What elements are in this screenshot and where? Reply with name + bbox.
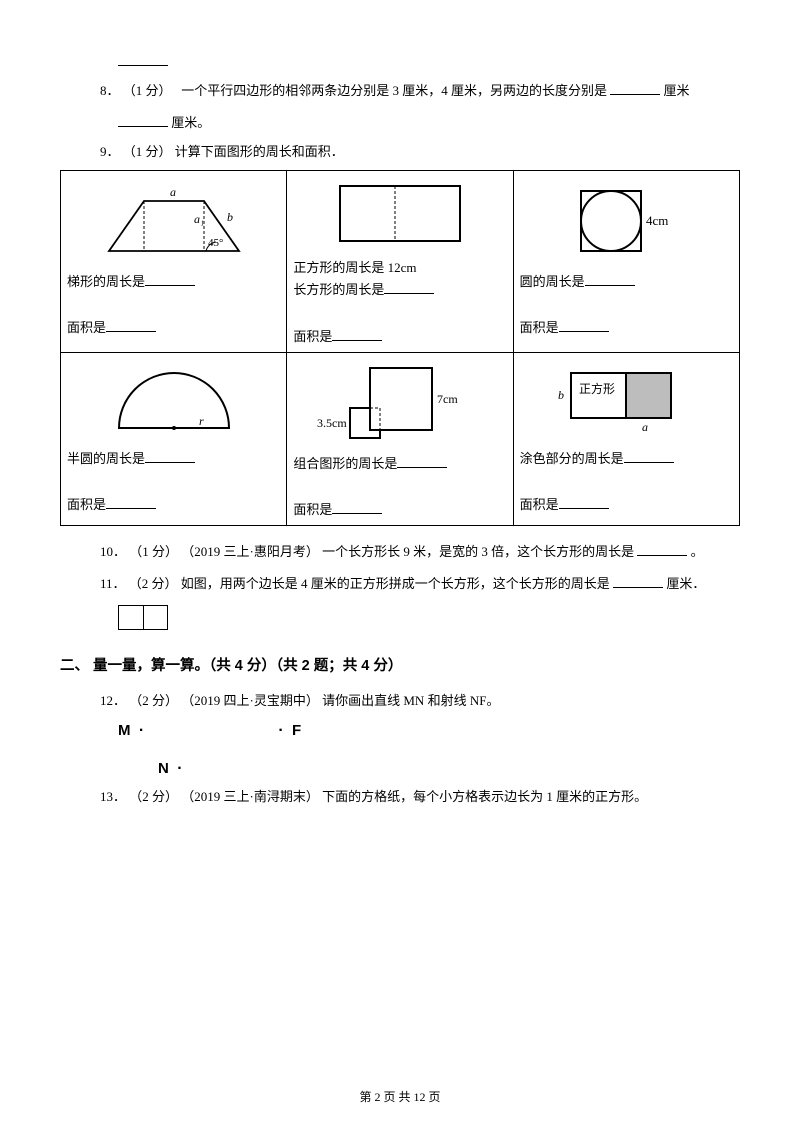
svg-text:a: a — [642, 420, 648, 434]
q10-src: （2019 三上·惠阳月考） — [181, 544, 319, 559]
r2c3-l2: 面积是 — [520, 497, 559, 512]
r1c1-l2: 面积是 — [67, 320, 106, 335]
svg-text:r: r — [199, 414, 204, 428]
section2-title: 二、 量一量，算一算。（共 4 分）（共 2 题；共 4 分） — [60, 651, 740, 683]
blank[interactable] — [585, 273, 635, 286]
blank[interactable] — [624, 450, 674, 463]
trapezoid-figure: a a₁ b 45° — [67, 181, 280, 261]
q9: 9． （1 分） 计算下面图形的周长和面积． — [60, 138, 740, 167]
cell-rect: 正方形的周长是 12cm 长方形的周长是 面积是 — [287, 171, 513, 352]
combo-figure: 3.5cm 7cm — [293, 363, 506, 443]
r1c3-l2: 面积是 — [520, 320, 559, 335]
cell-semicircle: r 半圆的周长是 面积是 — [61, 352, 287, 525]
svg-text:b: b — [558, 388, 564, 402]
blank[interactable] — [559, 496, 609, 509]
q12: 12． （2 分） （2019 四上·灵宝期中） 请你画出直线 MN 和射线 N… — [60, 687, 740, 716]
q12-points-n: N · — [118, 747, 740, 777]
r2c2-l1: 组合图形的周长是 — [293, 456, 397, 471]
q8-cont: 厘米。 — [60, 109, 740, 138]
q9-text: 计算下面图形的周长和面积． — [175, 144, 344, 159]
q13-num: 13． — [100, 789, 126, 804]
page-footer: 第 2 页 共 12 页 — [0, 1084, 800, 1110]
r2c3-l1: 涂色部分的周长是 — [520, 451, 624, 466]
q11-figure — [118, 605, 168, 630]
blank[interactable] — [106, 319, 156, 332]
q7-trailing — [60, 48, 740, 77]
svg-text:a: a — [170, 185, 176, 199]
q12-points: （2 分） — [129, 693, 178, 708]
q10-points: （1 分） — [129, 544, 178, 559]
q12-src: （2019 四上·灵宝期中） — [181, 693, 319, 708]
svg-text:正方形: 正方形 — [579, 381, 615, 396]
blank[interactable] — [610, 82, 660, 95]
q8-unit-b: 厘米。 — [171, 115, 210, 130]
r2c2-l2: 面积是 — [293, 502, 332, 517]
q12-points-mf: M · · F — [118, 723, 740, 739]
q11-tail: 厘米． — [666, 576, 705, 591]
q8-points: （1 分） — [123, 83, 172, 98]
blank[interactable] — [106, 496, 156, 509]
label-f: F — [292, 722, 301, 739]
cell-shaded: b 正方形 a 涂色部分的周长是 面积是 — [513, 352, 739, 525]
cell-trapezoid: a a₁ b 45° 梯形的周长是 面积是 — [61, 171, 287, 352]
cell-combo: 3.5cm 7cm 组合图形的周长是 面积是 — [287, 352, 513, 525]
q13-text: 下面的方格纸，每个小方格表示边长为 1 厘米的正方形。 — [322, 789, 647, 804]
semicircle-figure: r — [67, 363, 280, 438]
q10: 10． （1 分） （2019 三上·惠阳月考） 一个长方形长 9 米，是宽的 … — [60, 538, 740, 567]
label-m: M — [118, 722, 131, 739]
r1c3-l1: 圆的周长是 — [520, 274, 585, 289]
r1c2-caption: 正方形的周长是 12cm — [293, 257, 506, 279]
svg-text:7cm: 7cm — [437, 392, 458, 406]
q8-text: 一个平行四边形的相邻两条边分别是 3 厘米，4 厘米，另两边的长度分别是 — [181, 83, 607, 98]
cell-circle: 4cm 圆的周长是 面积是 — [513, 171, 739, 352]
q13-src: （2019 三上·南浔期末） — [181, 789, 319, 804]
r1c2-l2: 面积是 — [293, 329, 332, 344]
blank[interactable] — [397, 455, 447, 468]
blank[interactable] — [613, 575, 663, 588]
blank[interactable] — [118, 114, 168, 127]
svg-text:4cm: 4cm — [646, 213, 668, 228]
svg-text:b: b — [227, 210, 233, 224]
svg-text:3.5cm: 3.5cm — [317, 416, 347, 430]
rect-figure — [293, 181, 506, 247]
blank[interactable] — [637, 543, 687, 556]
label-n: N — [158, 760, 169, 777]
r1c1-l1: 梯形的周长是 — [67, 274, 145, 289]
blank[interactable] — [332, 328, 382, 341]
q9-num: 9． — [100, 144, 120, 159]
q11-text: 如图，用两个边长是 4 厘米的正方形拼成一个长方形，这个长方形的周长是 — [181, 576, 610, 591]
q13: 13． （2 分） （2019 三上·南浔期末） 下面的方格纸，每个小方格表示边… — [60, 783, 740, 812]
r2c1-l1: 半圆的周长是 — [67, 451, 145, 466]
q13-points: （2 分） — [129, 789, 178, 804]
r1c2-l1: 长方形的周长是 — [293, 282, 384, 297]
q11-points: （2 分） — [129, 576, 178, 591]
blank[interactable] — [118, 53, 168, 66]
q11-num: 11． — [100, 576, 126, 591]
q11: 11． （2 分） 如图，用两个边长是 4 厘米的正方形拼成一个长方形，这个长方… — [60, 570, 740, 599]
r2c1-l2: 面积是 — [67, 497, 106, 512]
q9-table: a a₁ b 45° 梯形的周长是 面积是 正方形的周长是 12cm 长方形的周… — [60, 170, 740, 525]
q10-num: 10． — [100, 544, 126, 559]
svg-text:a₁: a₁ — [194, 212, 204, 226]
q10-text: 一个长方形长 9 米，是宽的 3 倍，这个长方形的周长是 — [322, 544, 634, 559]
q8-unit-a: 厘米 — [664, 83, 690, 98]
q8: 8． （1 分） 一个平行四边形的相邻两条边分别是 3 厘米，4 厘米，另两边的… — [60, 77, 740, 106]
shaded-figure: b 正方形 a — [520, 363, 733, 438]
q9-points: （1 分） — [123, 144, 172, 159]
blank[interactable] — [332, 501, 382, 514]
blank[interactable] — [145, 273, 195, 286]
q12-num: 12． — [100, 693, 126, 708]
blank[interactable] — [559, 319, 609, 332]
q8-num: 8． — [100, 83, 120, 98]
circle-figure: 4cm — [520, 181, 733, 261]
q10-tail: 。 — [691, 544, 704, 559]
svg-text:45°: 45° — [208, 237, 223, 249]
blank[interactable] — [145, 450, 195, 463]
q12-text: 请你画出直线 MN 和射线 NF。 — [322, 693, 499, 708]
blank[interactable] — [384, 281, 434, 294]
